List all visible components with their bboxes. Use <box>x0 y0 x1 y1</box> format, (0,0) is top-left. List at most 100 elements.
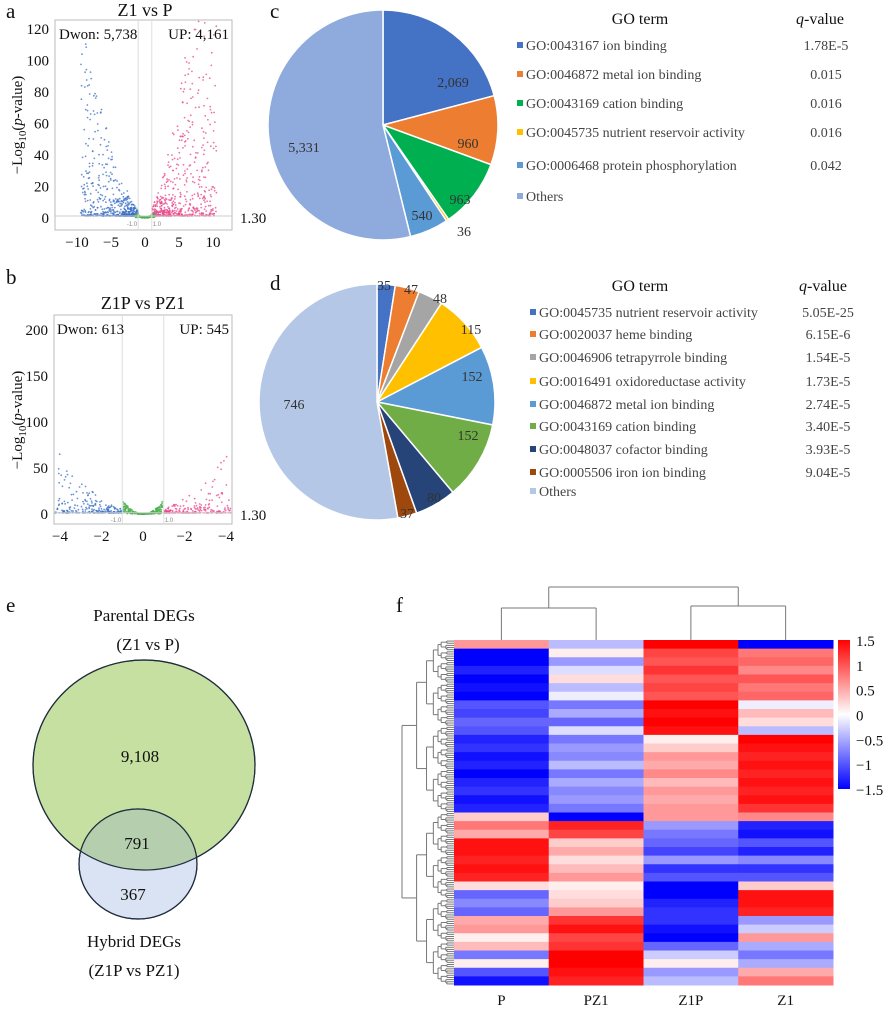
volcano-point-down <box>73 507 76 509</box>
volcano-point-up <box>198 197 201 200</box>
volcano-point-down <box>105 504 107 506</box>
volcano-point-up <box>186 190 188 193</box>
volcano-point-up <box>178 210 181 213</box>
volcano-point-down <box>127 197 130 199</box>
volcano-point-up <box>178 151 181 154</box>
volcano-point-up <box>191 197 194 200</box>
volcano-point-down <box>108 210 110 212</box>
volcano-point-ns <box>122 501 125 503</box>
volcano-point-ns <box>124 507 126 510</box>
heatmap-cell <box>738 864 834 874</box>
heatmap-cell <box>454 648 550 658</box>
volcano-point-up <box>184 81 187 83</box>
chart-title: Z1P vs PZ1 <box>101 293 185 313</box>
pie-slice <box>382 9 496 126</box>
volcano-point-down <box>76 504 79 507</box>
volcano-point-down <box>86 182 88 185</box>
heatmap-cell <box>454 812 550 822</box>
volcano-point-up <box>163 206 166 209</box>
volcano-point-up <box>194 28 197 31</box>
volcano-point-up <box>210 508 213 511</box>
volcano-point-up <box>172 169 174 172</box>
y-tick-label: 80 <box>34 85 49 101</box>
volcano-point-up <box>165 208 168 211</box>
volcano-point-up <box>172 181 174 184</box>
heatmap-cell <box>548 743 644 753</box>
legend-term: GO:0048037 cofactor binding <box>539 443 708 458</box>
slice-value-label: 540 <box>412 209 433 224</box>
volcano-point-down <box>96 123 99 125</box>
volcano-point-up <box>180 82 183 85</box>
volcano-point-up <box>195 207 198 210</box>
volcano-point-up <box>229 509 231 512</box>
legend-header-q: q-value <box>799 278 847 295</box>
heatmap-cell <box>643 803 739 813</box>
volcano-point-down <box>99 187 102 189</box>
volcano-point-down <box>105 207 108 210</box>
heatmap-cell <box>643 760 739 770</box>
heatmap-cell <box>454 683 550 693</box>
volcano-point-up <box>194 502 197 504</box>
heatmap-cell <box>643 640 739 650</box>
volcano-point-down <box>105 508 108 511</box>
volcano-point-up <box>197 509 200 511</box>
volcano-point-up <box>210 64 213 67</box>
volcano-point-down <box>82 210 85 213</box>
volcano-point-up <box>168 166 171 169</box>
heatmap-cell <box>738 648 834 658</box>
volcano-point-down <box>72 510 74 512</box>
volcano-point-ns <box>140 216 143 219</box>
volcano-point-down <box>94 130 96 133</box>
volcano-point-down <box>112 166 115 169</box>
volcano-point-up <box>198 209 201 212</box>
volcano-point-down <box>75 509 77 512</box>
y-tick-label: 0 <box>41 507 49 523</box>
volcano-point-up <box>196 152 199 154</box>
down-count-label: Dwon: 613 <box>57 322 124 338</box>
y-tick-label: 0 <box>42 211 50 227</box>
volcano-point-up <box>190 209 193 212</box>
volcano-point-up <box>176 208 179 210</box>
volcano-point-up <box>178 212 181 215</box>
volcano-point-down <box>105 163 107 166</box>
volcano-point-down <box>105 145 108 148</box>
volcano-point-down <box>87 144 89 147</box>
volcano-point-up <box>201 127 203 130</box>
volcano-point-up <box>187 209 190 212</box>
volcano-point-up <box>187 506 189 509</box>
volcano-point-up <box>200 504 203 506</box>
heatmap-cell <box>738 726 834 736</box>
volcano-point-up <box>191 70 193 73</box>
volcano-point-up <box>203 507 205 509</box>
volcano-point-up <box>165 198 168 201</box>
legend-swatch <box>530 331 536 337</box>
volcano-point-up <box>199 507 201 509</box>
volcano-point-up <box>220 501 223 504</box>
volcano-point-ns <box>130 508 133 511</box>
volcano-point-up <box>185 61 188 63</box>
volcano-point-up <box>196 192 199 195</box>
set-a-name: Parental DEGs <box>93 606 195 625</box>
volcano-point-up <box>182 90 185 93</box>
volcano-point-up <box>193 506 196 509</box>
volcano-point-up <box>223 460 225 462</box>
volcano-point-up <box>179 193 182 196</box>
volcano-point-up <box>215 25 218 28</box>
volcano-point-up <box>171 509 174 512</box>
volcano-point-up <box>186 102 189 105</box>
volcano-point-down <box>134 207 137 210</box>
volcano-point-down <box>97 129 99 132</box>
volcano-point-up <box>203 190 206 192</box>
slice-value-label: 35 <box>377 279 391 294</box>
heatmap-cell <box>454 829 550 839</box>
heatmap-cell <box>548 872 644 882</box>
volcano-point-up <box>191 123 194 126</box>
volcano-point-up <box>160 208 163 211</box>
volcano-point-up <box>154 211 157 213</box>
volcano-point-up <box>203 208 206 211</box>
colorbar-tick-label: −1 <box>856 758 872 774</box>
volcano-point-up <box>158 200 161 203</box>
volcano-point-up <box>177 164 180 166</box>
volcano-point-up <box>179 191 182 194</box>
